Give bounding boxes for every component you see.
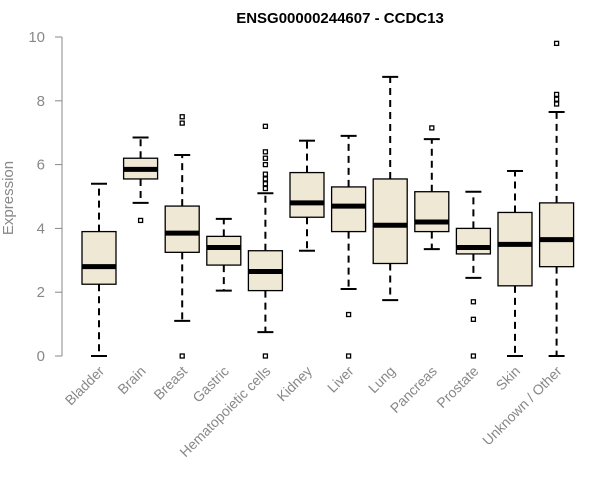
outlier-point (553, 101, 560, 107)
y-axis-label: Expression (0, 161, 17, 235)
outlier-point (345, 353, 352, 359)
outlier-point (429, 125, 435, 131)
x-tick-label: Skin (493, 363, 524, 394)
x-tick-label: Prostate (433, 363, 481, 411)
outlier-point (345, 311, 352, 318)
y-tick-label: 4 (37, 220, 45, 237)
x-tick-label: Lung (365, 363, 398, 396)
iqr-box (538, 202, 575, 268)
x-tick-label: Breast (150, 363, 190, 403)
x-tick-label: Kidney (274, 363, 316, 405)
outlier-point (553, 40, 560, 47)
outlier-point (470, 316, 477, 322)
box-kidney (289, 139, 325, 252)
outlier-point (262, 155, 269, 161)
x-tick-label: Unknown / Other (479, 363, 565, 449)
box-skin (497, 169, 533, 357)
box-prostate (455, 190, 492, 359)
box-lung (372, 75, 408, 302)
x-tick-label: Liver (324, 363, 357, 396)
outlier-point (179, 114, 185, 120)
outlier-point (262, 123, 269, 129)
outlier-point (179, 120, 185, 126)
box-gastric (206, 217, 242, 292)
iqr-box (330, 186, 367, 233)
y-tick-label: 0 (37, 348, 45, 365)
outlier-point (262, 176, 269, 182)
box-brain (122, 136, 159, 224)
x-tick-label: Bladder (62, 363, 108, 409)
iqr-box (497, 211, 533, 287)
outlier-point (262, 181, 269, 187)
iqr-box (455, 227, 492, 255)
outlier-point (470, 299, 477, 305)
outlier-point (553, 91, 560, 98)
box-pancreas (414, 125, 450, 251)
y-tick-label: 8 (37, 93, 45, 110)
outlier-point (137, 217, 144, 224)
box-bladder (81, 182, 117, 357)
iqr-box (414, 191, 450, 233)
y-tick-label: 2 (37, 284, 45, 301)
boxes-group (81, 40, 575, 359)
outlier-point (262, 149, 269, 155)
iqr-box (372, 178, 408, 265)
x-tick-label: Brain (114, 363, 148, 397)
outlier-point (262, 161, 269, 168)
outlier-point (470, 353, 477, 359)
iqr-box (289, 171, 325, 218)
outlier-point (262, 353, 269, 359)
iqr-box (206, 235, 242, 266)
box-hematopoietic-cells (247, 123, 284, 359)
iqr-box (164, 205, 200, 253)
box-liver (330, 134, 367, 359)
outlier-point (262, 185, 269, 192)
y-axis: 0 2 4 6 8 10 (28, 29, 63, 365)
iqr-box (81, 230, 117, 285)
outlier-point (179, 353, 185, 359)
chart-title: ENSG00000244607 - CCDC13 (236, 10, 444, 27)
y-tick-label: 10 (28, 29, 45, 46)
box-unknown-other (538, 40, 575, 357)
box-breast (164, 114, 200, 359)
outlier-point (553, 96, 560, 102)
y-tick-label: 6 (37, 157, 45, 174)
outlier-point (262, 171, 269, 177)
